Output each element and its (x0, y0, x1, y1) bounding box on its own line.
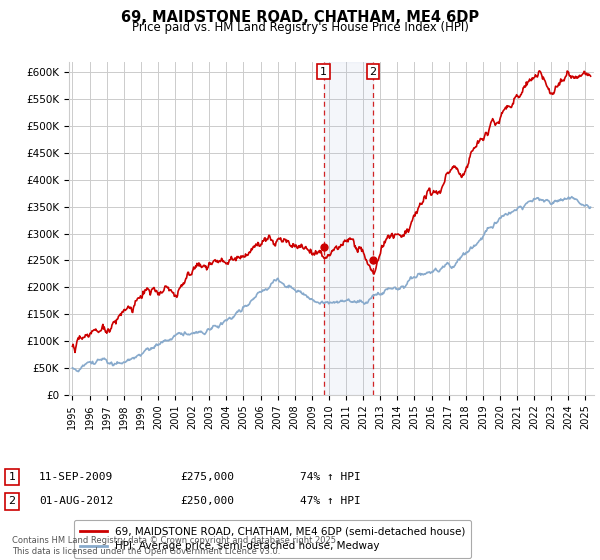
Legend: 69, MAIDSTONE ROAD, CHATHAM, ME4 6DP (semi-detached house), HPI: Average price, : 69, MAIDSTONE ROAD, CHATHAM, ME4 6DP (se… (74, 520, 472, 558)
Text: 1: 1 (8, 472, 16, 482)
Text: 2: 2 (370, 67, 377, 77)
Text: 01-AUG-2012: 01-AUG-2012 (39, 496, 113, 506)
Bar (323, 62, 373, 395)
Text: 69, MAIDSTONE ROAD, CHATHAM, ME4 6DP: 69, MAIDSTONE ROAD, CHATHAM, ME4 6DP (121, 10, 479, 25)
Text: Price paid vs. HM Land Registry's House Price Index (HPI): Price paid vs. HM Land Registry's House … (131, 21, 469, 34)
Text: 1: 1 (320, 67, 327, 77)
Text: 47% ↑ HPI: 47% ↑ HPI (300, 496, 361, 506)
Text: 11-SEP-2009: 11-SEP-2009 (39, 472, 113, 482)
Text: 2: 2 (8, 496, 16, 506)
Text: 74% ↑ HPI: 74% ↑ HPI (300, 472, 361, 482)
Text: £275,000: £275,000 (180, 472, 234, 482)
Text: Contains HM Land Registry data © Crown copyright and database right 2025.
This d: Contains HM Land Registry data © Crown c… (12, 536, 338, 556)
Text: £250,000: £250,000 (180, 496, 234, 506)
